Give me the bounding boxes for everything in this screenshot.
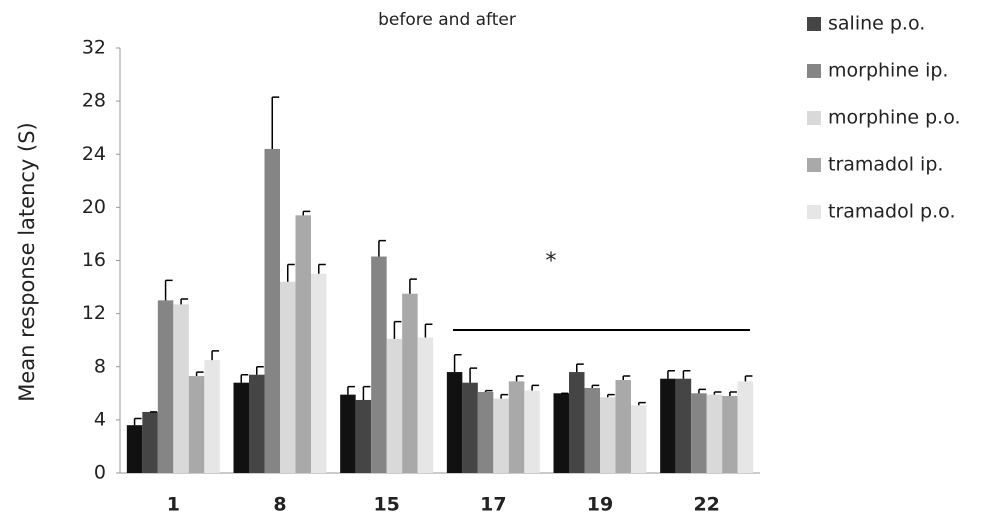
error-bar	[347, 385, 355, 395]
error-bar	[393, 320, 402, 339]
x-tick-label: 19	[587, 494, 613, 516]
y-tick-label: 32	[82, 37, 106, 59]
error-bar	[682, 369, 691, 379]
legend-label: saline p.o.	[828, 13, 925, 35]
error-bar	[531, 384, 540, 391]
bar	[417, 337, 434, 473]
error-bar	[240, 373, 249, 383]
bar	[386, 338, 403, 473]
error-bar	[622, 375, 631, 381]
y-tick-label: 24	[82, 143, 106, 165]
error-bar	[302, 210, 311, 216]
x-tick-label: 17	[480, 494, 506, 516]
legend-label: tramadol p.o.	[828, 201, 956, 223]
legend-swatch	[807, 205, 821, 219]
y-tick-label: 12	[82, 302, 106, 324]
legend-label: tramadol ip.	[828, 154, 943, 176]
error-bar	[576, 363, 584, 373]
bar	[402, 293, 418, 473]
error-bar	[271, 96, 280, 149]
error-bar	[469, 367, 478, 383]
bar	[569, 372, 585, 473]
bar	[126, 425, 143, 473]
error-bar	[500, 393, 509, 399]
y-tick-label: 8	[94, 355, 106, 377]
bar	[173, 304, 189, 473]
error-bar	[698, 388, 706, 394]
bar	[722, 395, 738, 473]
error-bar	[287, 263, 295, 282]
y-tick-label: 4	[94, 408, 106, 430]
bar	[660, 378, 676, 473]
bar	[340, 394, 356, 473]
legend-swatch	[807, 64, 821, 78]
error-bar	[164, 279, 173, 301]
bar	[524, 390, 540, 473]
bar	[631, 405, 647, 473]
error-bar	[667, 369, 675, 379]
bar	[142, 411, 158, 473]
legend-swatch	[807, 158, 821, 172]
error-bar	[195, 371, 204, 377]
error-bar	[744, 375, 753, 382]
error-bar	[638, 401, 646, 406]
legend-label: morphine ip.	[828, 60, 948, 82]
error-bar	[133, 417, 142, 426]
bar	[553, 393, 569, 473]
y-tick-label: 16	[82, 249, 106, 271]
error-bar	[591, 384, 600, 388]
error-bar	[713, 391, 722, 395]
legend-label: morphine p.o.	[828, 107, 961, 129]
error-bar	[378, 239, 386, 257]
y-tick-label: 20	[82, 196, 106, 218]
legend-swatch	[807, 111, 821, 125]
error-bar	[318, 263, 326, 274]
bar	[706, 394, 723, 473]
bar	[477, 391, 494, 473]
error-bar	[729, 391, 737, 396]
bar	[462, 382, 478, 473]
bar	[737, 381, 754, 473]
error-bar	[256, 366, 264, 375]
bar	[311, 273, 327, 473]
bar	[615, 380, 631, 473]
bar	[233, 382, 249, 473]
bar	[446, 372, 463, 473]
error-bar	[409, 278, 417, 294]
bar	[691, 393, 707, 473]
bar	[355, 399, 372, 473]
bar	[280, 281, 296, 473]
bar	[508, 381, 525, 473]
bar	[600, 397, 616, 473]
error-bar	[515, 375, 524, 382]
annotation: *	[546, 249, 557, 274]
bar	[675, 378, 692, 473]
error-bar	[362, 385, 371, 400]
error-bar	[211, 350, 220, 361]
bar	[584, 388, 600, 473]
bar	[188, 376, 205, 473]
x-tick-label: 1	[167, 494, 180, 516]
bar	[157, 300, 174, 473]
bar	[264, 148, 280, 473]
bar	[371, 256, 387, 473]
y-axis-label: Mean response latency (S)	[15, 122, 39, 401]
x-tick-label: 22	[693, 494, 719, 516]
error-bar	[424, 323, 433, 338]
error-bar	[453, 354, 462, 373]
bar	[295, 215, 311, 473]
bar	[493, 398, 509, 473]
bar	[249, 374, 265, 473]
x-tick-label: 8	[273, 494, 286, 516]
x-tick-label: 15	[373, 494, 399, 516]
error-bar	[484, 389, 493, 392]
error-bar	[180, 298, 189, 305]
y-tick-label: 0	[94, 462, 106, 484]
y-tick-label: 28	[82, 90, 106, 112]
error-bar	[607, 393, 615, 398]
legend-swatch	[807, 17, 821, 31]
chart-title: before and after	[378, 10, 516, 30]
bar	[204, 360, 220, 473]
